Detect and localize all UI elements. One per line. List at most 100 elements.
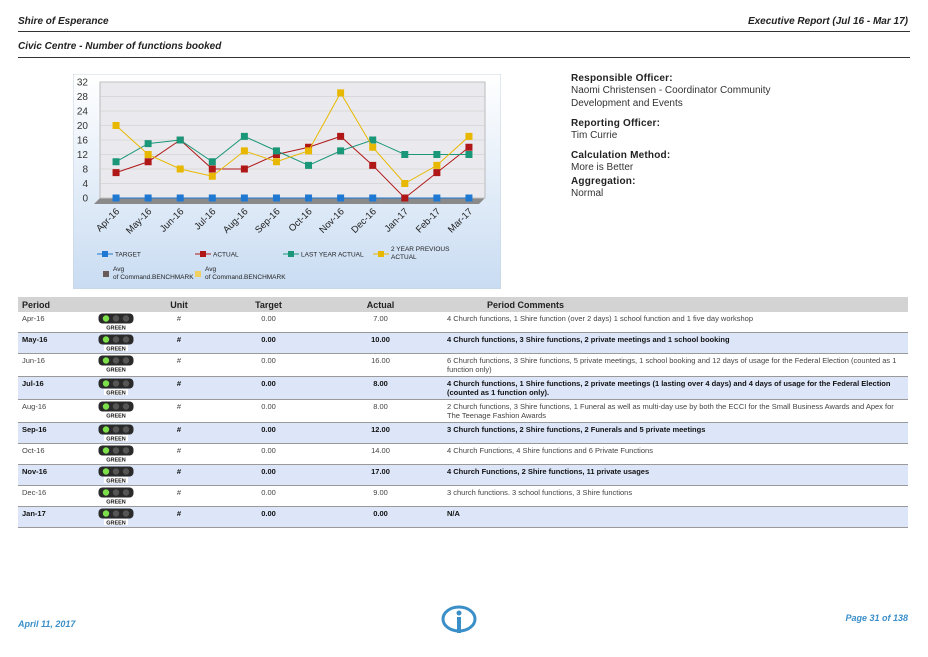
data-point xyxy=(369,161,377,169)
comments-cell: N/A xyxy=(439,506,908,528)
measure-title: Civic Centre - Number of functions booke… xyxy=(18,41,222,52)
report-date: April 11, 2017 xyxy=(18,619,76,629)
status-cell: GREEN xyxy=(88,443,143,465)
reporting-officer-value: Tim Currie xyxy=(571,130,618,141)
target-cell: 0.00 xyxy=(215,312,322,333)
actual-cell: 16.00 xyxy=(322,353,439,377)
table-row: Aug-16 GREEN #0.00 8.00 2 Church functions, … xyxy=(18,399,908,423)
table-row: Jun-16 GREEN #0.00 16.00 6 Church functions,… xyxy=(18,353,908,377)
traffic-light-icon: GREEN xyxy=(98,355,133,372)
table-header-row: Period Unit Target Actual Period Comment… xyxy=(18,297,908,312)
data-point xyxy=(433,151,441,158)
data-point xyxy=(465,194,473,202)
status-label: GREEN xyxy=(106,499,126,504)
col-target: Target xyxy=(215,297,322,312)
unit-cell: # xyxy=(143,422,215,444)
comments-cell: 6 Church functions, 3 Shire functions, 5… xyxy=(439,353,908,377)
data-point xyxy=(208,194,216,202)
data-point xyxy=(305,143,313,151)
table-row: Sep-16 GREEN #0.00 12.00 3 Church functions,… xyxy=(18,422,908,444)
data-point xyxy=(401,151,409,158)
unit-cell: # xyxy=(143,485,215,507)
legend-label: LAST YEAR ACTUAL xyxy=(301,252,364,259)
subtitle-divider xyxy=(18,57,910,58)
legend-marker xyxy=(103,271,109,277)
target-cell: 0.00 xyxy=(215,399,322,423)
status-label: GREEN xyxy=(106,325,126,330)
status-cell: GREEN xyxy=(88,353,143,377)
period-cell: Jun-16 xyxy=(18,353,88,377)
data-point xyxy=(401,180,409,187)
data-point xyxy=(112,122,120,129)
table-row: Dec-16 GREEN #0.00 9.00 3 church functions. … xyxy=(18,485,908,507)
status-label: GREEN xyxy=(106,346,126,351)
legend-marker xyxy=(200,251,206,257)
period-table: Period Unit Target Actual Period Comment… xyxy=(18,297,908,528)
target-cell: 0.00 xyxy=(215,422,322,444)
data-point xyxy=(369,136,377,144)
actual-cell: 17.00 xyxy=(322,464,439,486)
unit-cell: # xyxy=(143,443,215,465)
line-chart: 0 4 8 12 16 20 24 28 32 Apr-16 May-16 Jun-16 Jul-16 A… xyxy=(72,73,502,290)
target-cell: 0.00 xyxy=(215,443,322,465)
data-point xyxy=(369,194,377,202)
comments-cell: 3 church functions. 3 school functions, … xyxy=(439,485,908,507)
legend-marker xyxy=(102,251,108,257)
comments-cell: 3 Church functions, 2 Shire functions, 2… xyxy=(439,422,908,444)
info-logo-icon xyxy=(440,605,478,640)
comments-cell: 4 Church Functions, 2 Shire functions, 1… xyxy=(439,464,908,486)
data-point xyxy=(112,194,120,202)
data-point xyxy=(337,132,345,140)
data-point xyxy=(465,151,473,158)
col-actual: Actual xyxy=(322,297,439,312)
traffic-light-icon: GREEN xyxy=(98,424,133,441)
data-point xyxy=(369,143,377,151)
data-point xyxy=(176,165,184,173)
data-point xyxy=(240,165,248,173)
period-cell: Nov-16 xyxy=(18,464,88,486)
status-label: GREEN xyxy=(106,436,126,441)
plot-floor xyxy=(94,198,485,204)
header-divider xyxy=(18,31,910,32)
reporting-officer-label: Reporting Officer: xyxy=(571,118,661,129)
y-tick-label: 8 xyxy=(82,165,88,176)
y-tick-label: 4 xyxy=(82,179,88,190)
report-title: Executive Report (Jul 16 - Mar 17) xyxy=(747,16,908,27)
unit-cell: # xyxy=(143,353,215,377)
status-cell: GREEN xyxy=(88,485,143,507)
comments-cell: 2 Church functions, 3 Shire functions, 1… xyxy=(439,399,908,423)
data-point xyxy=(272,147,280,155)
data-point xyxy=(433,194,441,202)
status-cell: GREEN xyxy=(88,399,143,423)
table-row: Jan-17 GREEN #0.00 0.00 N/A xyxy=(18,506,908,528)
data-point xyxy=(208,158,216,166)
status-label: GREEN xyxy=(106,367,126,372)
traffic-light-icon: GREEN xyxy=(98,313,133,330)
info-panel: Responsible Officer: Naomi Christensen -… xyxy=(571,73,811,208)
data-point xyxy=(401,194,409,202)
data-point xyxy=(337,194,345,202)
status-label: GREEN xyxy=(106,457,126,462)
legend-label: Avg of Command.BENCHMARK xyxy=(205,266,286,281)
actual-cell: 0.00 xyxy=(322,506,439,528)
data-point xyxy=(176,194,184,202)
period-cell: Jan-17 xyxy=(18,506,88,528)
table-row: Jul-16 GREEN #0.00 8.00 4 Church functions, … xyxy=(18,376,908,400)
traffic-light-icon: GREEN xyxy=(98,334,133,351)
data-point xyxy=(337,89,345,97)
data-point xyxy=(433,169,441,177)
target-cell: 0.00 xyxy=(215,353,322,377)
organisation-name: Shire of Esperance xyxy=(18,16,109,27)
y-tick-label: 16 xyxy=(77,136,89,147)
period-cell: Oct-16 xyxy=(18,443,88,465)
responsible-officer-value: Naomi Christensen - Coordinator Communit… xyxy=(571,85,771,109)
data-point xyxy=(272,194,280,202)
status-cell: GREEN xyxy=(88,464,143,486)
data-point xyxy=(112,169,120,177)
series-line xyxy=(115,135,469,166)
actual-cell: 7.00 xyxy=(322,312,439,333)
traffic-light-icon: GREEN xyxy=(98,378,133,395)
legend-marker xyxy=(288,251,294,257)
y-tick-label: 24 xyxy=(77,107,89,118)
data-point xyxy=(144,194,152,202)
